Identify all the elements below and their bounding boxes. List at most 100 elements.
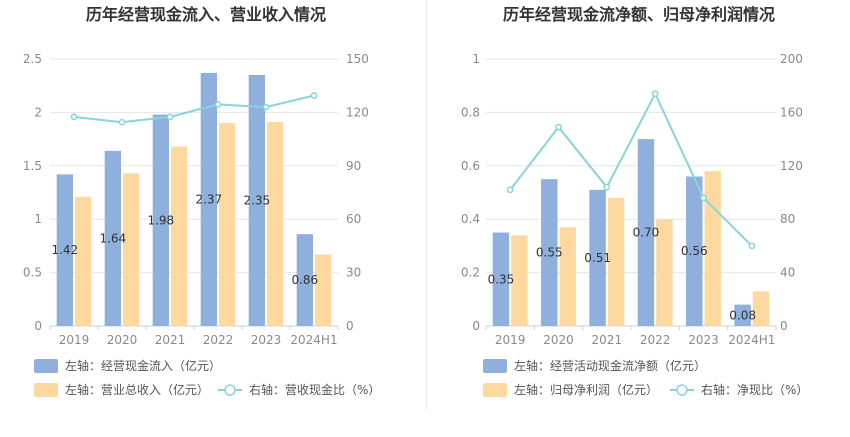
bar-secondary <box>219 123 236 326</box>
ratio-point <box>118 118 126 126</box>
bar-primary <box>248 75 265 327</box>
right-axis-tick: 0 <box>346 319 354 333</box>
legend-label: 左轴：经营现金流入（亿元） <box>65 358 221 373</box>
legend-swatch <box>483 359 507 373</box>
left-axis-tick: 0.8 <box>461 105 480 119</box>
bar-data-label: 0.35 <box>488 272 515 286</box>
bar-primary <box>541 179 558 326</box>
bar-secondary <box>267 122 284 327</box>
x-axis-label: 2024H1 <box>290 333 337 347</box>
bar-secondary <box>752 291 770 326</box>
bar-data-label: 1.64 <box>99 231 126 245</box>
bar-data-label: 2.37 <box>195 192 222 206</box>
bar-data-label: 2.35 <box>243 194 270 208</box>
ratio-point <box>506 186 514 194</box>
bar-primary <box>686 176 703 326</box>
right-axis-tick: 40 <box>780 266 795 280</box>
bar-secondary <box>123 173 140 326</box>
x-axis-label: 2021 <box>592 333 623 347</box>
legend-label: 左轴：营业总收入（亿元） <box>65 382 209 397</box>
bar-data-label: 0.55 <box>536 246 563 260</box>
ratio-point <box>603 183 611 191</box>
legend-label: 右轴：营收现金比（%） <box>249 382 380 397</box>
bar-secondary <box>75 196 92 326</box>
legend-marker <box>224 384 236 396</box>
bar-secondary <box>656 219 673 326</box>
bar-data-label: 0.56 <box>681 244 708 258</box>
right-axis-tick: 120 <box>346 105 369 119</box>
x-axis-label: 2023 <box>688 333 719 347</box>
bar-secondary <box>559 227 576 326</box>
left-axis-tick: 0 <box>472 319 480 333</box>
right-axis-tick: 160 <box>780 105 803 119</box>
ratio-point <box>310 92 318 99</box>
right-axis-tick: 30 <box>346 266 361 280</box>
x-axis-label: 2022 <box>203 333 234 347</box>
legend-swatch <box>34 359 58 373</box>
bar-primary <box>492 232 510 326</box>
x-axis-label: 2021 <box>155 333 186 347</box>
legend-label: 左轴：经营活动现金流净额（亿元） <box>514 358 706 373</box>
bar-secondary <box>607 197 625 326</box>
x-axis-label: 2024H1 <box>728 333 775 347</box>
panel-divider <box>426 0 427 410</box>
left-axis-tick: 0 <box>34 319 42 333</box>
left-axis-tick: 1 <box>472 52 480 66</box>
bar-primary <box>200 72 217 326</box>
left-axis-tick: 1 <box>34 212 42 226</box>
left-axis-tick: 0.5 <box>23 266 42 280</box>
bar-secondary <box>315 254 332 326</box>
chart-title: 历年经营现金流净额、归母净利润情况 <box>503 5 775 24</box>
ratio-point <box>748 242 756 250</box>
bar-secondary <box>511 235 528 326</box>
x-axis-label: 2019 <box>495 333 526 347</box>
ratio-point <box>555 123 562 131</box>
chart-title: 历年经营现金流入、营业收入情况 <box>86 5 326 24</box>
bar-secondary <box>171 146 188 326</box>
x-axis-label: 2019 <box>59 333 90 347</box>
chart-net-cashflow-profit: 历年经营现金流净额、归母净利润情况 0 0.2 0.4 0.6 0.8 1 0 40 80 120 1… <box>461 5 808 397</box>
right-axis-tick: 150 <box>346 52 369 66</box>
bar-data-label: 0.86 <box>291 273 318 287</box>
bar-primary <box>637 139 655 326</box>
x-axis-label: 2020 <box>107 333 138 347</box>
bar-primary <box>296 234 313 326</box>
ratio-line <box>509 91 753 247</box>
bar-data-label: 1.42 <box>51 243 78 257</box>
ratio-point <box>262 103 270 111</box>
x-axis-label: 2022 <box>640 333 671 347</box>
bar-data-label: 0.08 <box>729 308 756 322</box>
chart-cash-inflow-revenue: 历年经营现金流入、营业收入情况 0 0.5 1 1.5 2 2.5 0 30 60 90 120 150… <box>23 5 380 397</box>
x-axis-label: 2023 <box>251 333 282 347</box>
bar-primary <box>734 304 751 326</box>
bar-primary <box>589 189 606 326</box>
left-axis-tick: 0.6 <box>461 159 480 173</box>
right-axis-tick: 0 <box>780 319 788 333</box>
bar-data-label: 1.98 <box>147 213 174 227</box>
right-axis-tick: 200 <box>780 52 803 66</box>
bar-primary <box>56 174 73 326</box>
right-axis-tick: 80 <box>780 212 795 226</box>
right-axis-tick: 60 <box>346 212 361 226</box>
ratio-point <box>700 194 707 202</box>
legend-marker <box>676 384 688 396</box>
left-axis-tick: 0.4 <box>461 212 480 226</box>
x-axis-label: 2020 <box>543 333 574 347</box>
bar-data-label: 0.70 <box>633 226 660 240</box>
left-axis-tick: 2.5 <box>23 52 42 66</box>
right-axis-tick: 120 <box>780 159 803 173</box>
legend-label: 右轴：净现比（%） <box>701 382 808 397</box>
ratio-line <box>73 94 315 124</box>
legend-label: 左轴：归母净利润（亿元） <box>514 382 658 397</box>
ratio-point <box>166 113 174 121</box>
legend-swatch <box>34 383 58 397</box>
left-axis-tick: 2 <box>34 105 42 119</box>
bar-data-label: 0.51 <box>584 251 611 265</box>
legend-swatch <box>483 383 507 397</box>
left-axis-tick: 1.5 <box>23 159 42 173</box>
ratio-point <box>214 101 222 108</box>
ratio-point <box>70 113 78 121</box>
bar-primary <box>104 150 121 326</box>
bar-primary <box>152 114 169 326</box>
